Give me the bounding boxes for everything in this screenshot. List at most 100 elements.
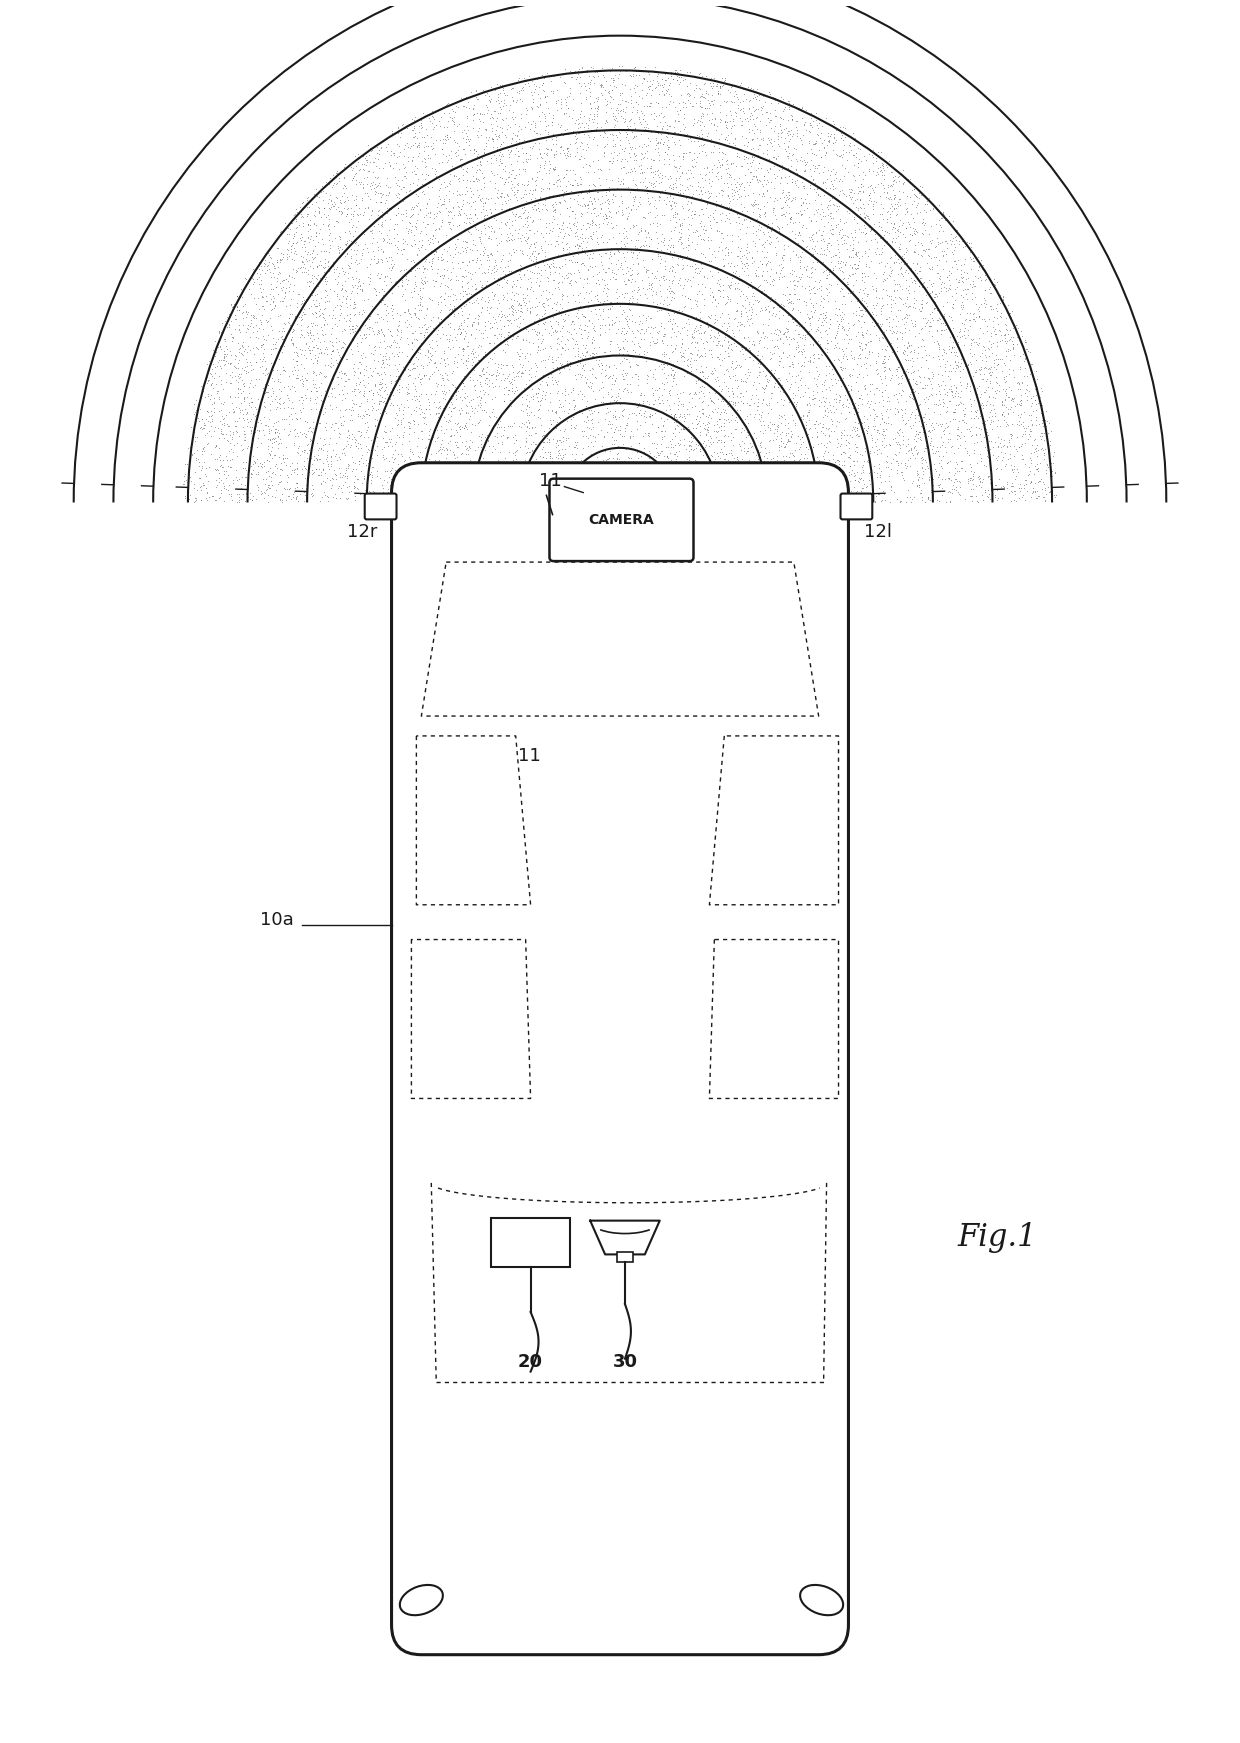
Point <box>258 446 278 474</box>
Point <box>903 467 923 495</box>
Point <box>897 166 916 193</box>
Point <box>572 71 591 99</box>
Point <box>523 195 543 223</box>
Point <box>192 404 212 432</box>
Point <box>689 429 709 457</box>
Point <box>918 354 937 382</box>
Point <box>624 190 644 218</box>
Point <box>791 143 811 171</box>
Point <box>322 166 342 193</box>
Point <box>689 422 709 450</box>
Point <box>766 239 786 267</box>
Point <box>492 458 512 486</box>
Point <box>666 258 686 286</box>
Point <box>717 356 737 383</box>
Point <box>293 387 312 415</box>
Point <box>734 417 754 444</box>
Point <box>621 157 641 185</box>
Point <box>758 293 777 321</box>
Point <box>720 162 740 190</box>
Point <box>496 190 516 218</box>
Point <box>890 284 910 312</box>
Point <box>574 183 594 211</box>
Point <box>392 410 412 437</box>
Point <box>505 483 525 511</box>
Point <box>879 356 899 383</box>
Point <box>745 382 765 410</box>
Point <box>717 399 737 427</box>
Point <box>768 418 787 446</box>
Point <box>373 349 393 376</box>
Point <box>1016 486 1035 514</box>
Point <box>890 352 910 380</box>
Point <box>588 235 608 263</box>
Point <box>294 478 314 505</box>
Point <box>496 166 516 193</box>
Point <box>419 312 439 340</box>
Point <box>515 125 534 153</box>
Point <box>990 413 1009 441</box>
Point <box>791 352 811 380</box>
Point <box>599 174 619 202</box>
Point <box>253 315 273 343</box>
Point <box>620 284 640 312</box>
Point <box>841 242 861 270</box>
Point <box>420 106 440 134</box>
Point <box>405 192 425 220</box>
Point <box>299 267 319 295</box>
Point <box>749 465 769 493</box>
Point <box>918 385 937 413</box>
Point <box>719 274 739 302</box>
Point <box>567 366 587 394</box>
Point <box>366 371 386 399</box>
Point <box>672 314 692 342</box>
Point <box>598 446 618 474</box>
Point <box>310 425 330 453</box>
Point <box>761 113 781 141</box>
Point <box>425 472 445 500</box>
Point <box>1007 424 1027 451</box>
Point <box>458 103 477 131</box>
Point <box>556 376 575 404</box>
Point <box>543 397 563 425</box>
Point <box>905 295 925 322</box>
Point <box>642 361 662 389</box>
Point <box>444 117 464 145</box>
Point <box>562 441 582 469</box>
Point <box>505 450 525 478</box>
Point <box>498 380 518 408</box>
Point <box>388 185 408 213</box>
Point <box>665 399 684 427</box>
Point <box>848 134 868 162</box>
Point <box>374 261 394 289</box>
Point <box>645 429 665 457</box>
Point <box>325 479 345 507</box>
Point <box>434 436 454 464</box>
Point <box>206 432 226 460</box>
Point <box>949 349 968 376</box>
Point <box>308 383 327 411</box>
Point <box>368 248 388 275</box>
Point <box>470 406 490 434</box>
Point <box>455 472 475 500</box>
Point <box>336 336 356 364</box>
Point <box>951 376 971 404</box>
Point <box>402 256 422 284</box>
Point <box>283 373 303 401</box>
Point <box>673 406 693 434</box>
Point <box>497 265 517 293</box>
Point <box>512 183 532 211</box>
Point <box>988 281 1008 309</box>
Point <box>621 235 641 263</box>
Point <box>568 340 588 368</box>
Point <box>243 481 263 509</box>
Point <box>737 457 756 485</box>
Point <box>877 197 897 225</box>
Point <box>557 352 577 380</box>
Point <box>345 197 365 225</box>
Point <box>409 314 429 342</box>
Point <box>470 422 490 450</box>
Point <box>954 390 973 418</box>
Point <box>580 211 600 239</box>
Point <box>609 282 629 310</box>
